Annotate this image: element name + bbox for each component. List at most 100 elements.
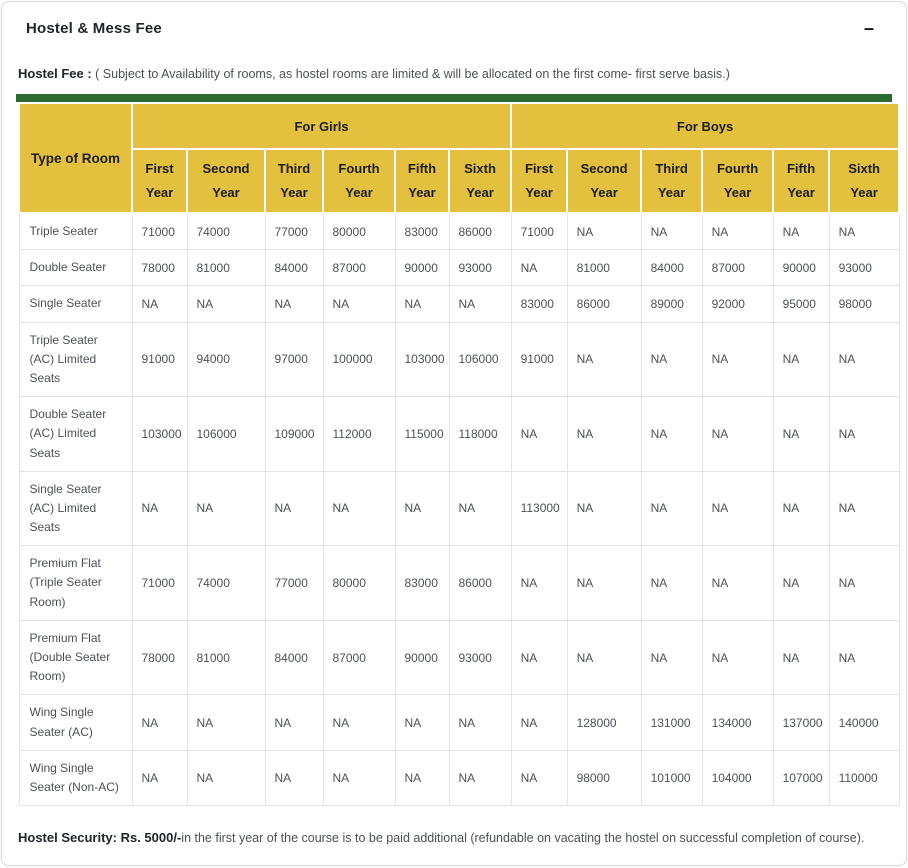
fee-value-cell: NA xyxy=(772,396,830,472)
fee-value-cell: 86000 xyxy=(566,285,642,323)
room-type-cell: Triple Seater (AC) Limited Seats xyxy=(18,321,133,398)
fee-value-cell: NA xyxy=(772,321,830,398)
fee-value-cell: 78000 xyxy=(131,249,188,287)
fee-value-cell: NA xyxy=(640,470,703,547)
fee-value-cell: 100000 xyxy=(322,321,396,398)
fee-value-cell: 74000 xyxy=(186,545,266,621)
fee-value-cell: 109000 xyxy=(264,396,324,472)
year-header: Fourth Year xyxy=(322,148,396,214)
fee-value-cell: NA xyxy=(566,396,642,472)
fee-value-cell: 83000 xyxy=(510,285,568,323)
fee-value-cell: NA xyxy=(322,285,396,323)
table-row: Double Seater 78000 81000 84000 87000 90000 93… xyxy=(18,249,900,287)
fee-value-cell: 104000 xyxy=(701,749,774,807)
fee-value-cell: NA xyxy=(828,212,900,251)
fee-value-cell: 71000 xyxy=(131,545,188,621)
note-label: Note: xyxy=(18,865,51,866)
fee-value-cell: NA xyxy=(448,749,512,807)
panel-header: Hostel & Mess Fee – xyxy=(18,2,890,39)
per-semester-charge: Rs.1500 Per Semester xyxy=(731,866,862,867)
fee-value-cell: 98000 xyxy=(828,285,900,323)
fee-value-cell: NA xyxy=(701,396,774,472)
fee-value-cell: NA xyxy=(828,396,900,472)
fee-value-cell: 78000 xyxy=(131,619,188,696)
fee-value-cell: 71000 xyxy=(131,212,188,251)
fee-value-cell: NA xyxy=(322,694,396,751)
fee-value-cell: NA xyxy=(510,749,568,807)
hostel-security-note: Hostel Security: Rs. 5000/-in the first … xyxy=(18,830,865,846)
fee-value-cell: NA xyxy=(510,619,568,696)
year-header: Second Year xyxy=(186,148,266,214)
fee-value-cell: NA xyxy=(701,321,774,398)
fee-value-cell: 80000 xyxy=(322,545,396,621)
fee-value-cell: NA xyxy=(566,545,642,621)
fee-value-cell: 86000 xyxy=(448,545,512,621)
fee-value-cell: NA xyxy=(131,749,188,807)
fee-value-cell: NA xyxy=(772,470,830,547)
for-girls-header: For Girls xyxy=(130,102,513,150)
fee-value-cell: NA xyxy=(701,545,774,621)
fee-value-cell: NA xyxy=(186,694,266,751)
hostel-fee-intro: Hostel Fee : ( Subject to Availability o… xyxy=(18,66,890,81)
fee-value-cell: 91000 xyxy=(131,321,188,398)
table-row: Wing Single Seater (AC) NA NA NA NA NA NA NA 128… xyxy=(18,694,900,751)
fee-value-cell: NA xyxy=(640,212,703,251)
fee-value-cell: 103000 xyxy=(394,321,450,398)
fee-value-cell: NA xyxy=(828,619,900,696)
fee-value-cell: 86000 xyxy=(448,212,512,251)
year-header: First Year xyxy=(510,148,569,214)
fee-value-cell: NA xyxy=(394,694,450,751)
fee-value-cell: 140000 xyxy=(828,694,900,751)
table-row: Single Seater (AC) Limited Seats NA NA NA NA… xyxy=(18,470,900,547)
fee-value-cell: NA xyxy=(772,212,830,251)
panel-title: Hostel & Mess Fee xyxy=(26,19,162,37)
fee-value-cell: 92000 xyxy=(701,285,774,323)
fee-value-cell: NA xyxy=(772,619,830,696)
fee-value-cell: 81000 xyxy=(186,619,266,696)
for-boys-header: For Boys xyxy=(510,102,901,150)
fee-value-cell: NA xyxy=(701,619,774,696)
fee-value-cell: 106000 xyxy=(186,396,266,472)
fee-value-cell: NA xyxy=(640,545,703,621)
room-type-cell: Premium Flat (Triple Seater Room) xyxy=(18,545,133,621)
hostel-fee-label: Hostel Fee : xyxy=(18,66,92,81)
fee-value-cell: 97000 xyxy=(264,321,324,398)
year-header: Fifth Year xyxy=(394,148,450,214)
fee-value-cell: NA xyxy=(640,619,703,696)
fee-value-cell: 103000 xyxy=(131,396,188,472)
fee-value-cell: NA xyxy=(448,694,512,751)
fee-value-cell: NA xyxy=(186,470,266,547)
fee-value-cell: 84000 xyxy=(640,249,703,287)
fee-value-cell: NA xyxy=(448,285,512,323)
fee-value-cell: 95000 xyxy=(772,285,830,323)
fee-value-cell: NA xyxy=(394,285,450,323)
fee-value-cell: 128000 xyxy=(566,694,642,751)
fee-value-cell: 80000 xyxy=(322,212,396,251)
fee-value-cell: NA xyxy=(264,749,324,807)
fee-value-cell: 71000 xyxy=(510,212,568,251)
fee-value-cell: 113000 xyxy=(510,470,568,547)
footnotes: Hostel Security: Rs. 5000/-in the first … xyxy=(18,828,890,867)
fee-value-cell: 131000 xyxy=(640,694,703,751)
fee-value-cell: 87000 xyxy=(322,249,396,287)
room-type-cell: Wing Single Seater (Non-AC) xyxy=(18,749,133,807)
table-top-accent-bar xyxy=(16,94,892,102)
fee-value-cell: 81000 xyxy=(566,249,642,287)
fee-value-cell: 84000 xyxy=(264,249,324,287)
year-header: Third Year xyxy=(640,148,704,214)
year-header: Third Year xyxy=(264,148,324,214)
fee-value-cell: 137000 xyxy=(772,694,830,751)
fee-value-cell: NA xyxy=(131,470,188,547)
fee-value-cell: NA xyxy=(828,470,900,547)
fee-value-cell: NA xyxy=(448,470,512,547)
fee-value-cell: NA xyxy=(566,212,642,251)
fee-value-cell: 101000 xyxy=(640,749,703,807)
collapse-button[interactable]: – xyxy=(858,17,880,39)
fee-value-cell: NA xyxy=(828,545,900,621)
hostel-fee-table: Type of Room For Girls For Boys First Ye… xyxy=(18,102,901,807)
fee-value-cell: 110000 xyxy=(828,749,900,807)
table-row: Premium Flat (Double Seater Room) 78000 81… xyxy=(18,619,900,696)
fee-value-cell: NA xyxy=(772,545,830,621)
year-header: Fifth Year xyxy=(772,148,831,214)
